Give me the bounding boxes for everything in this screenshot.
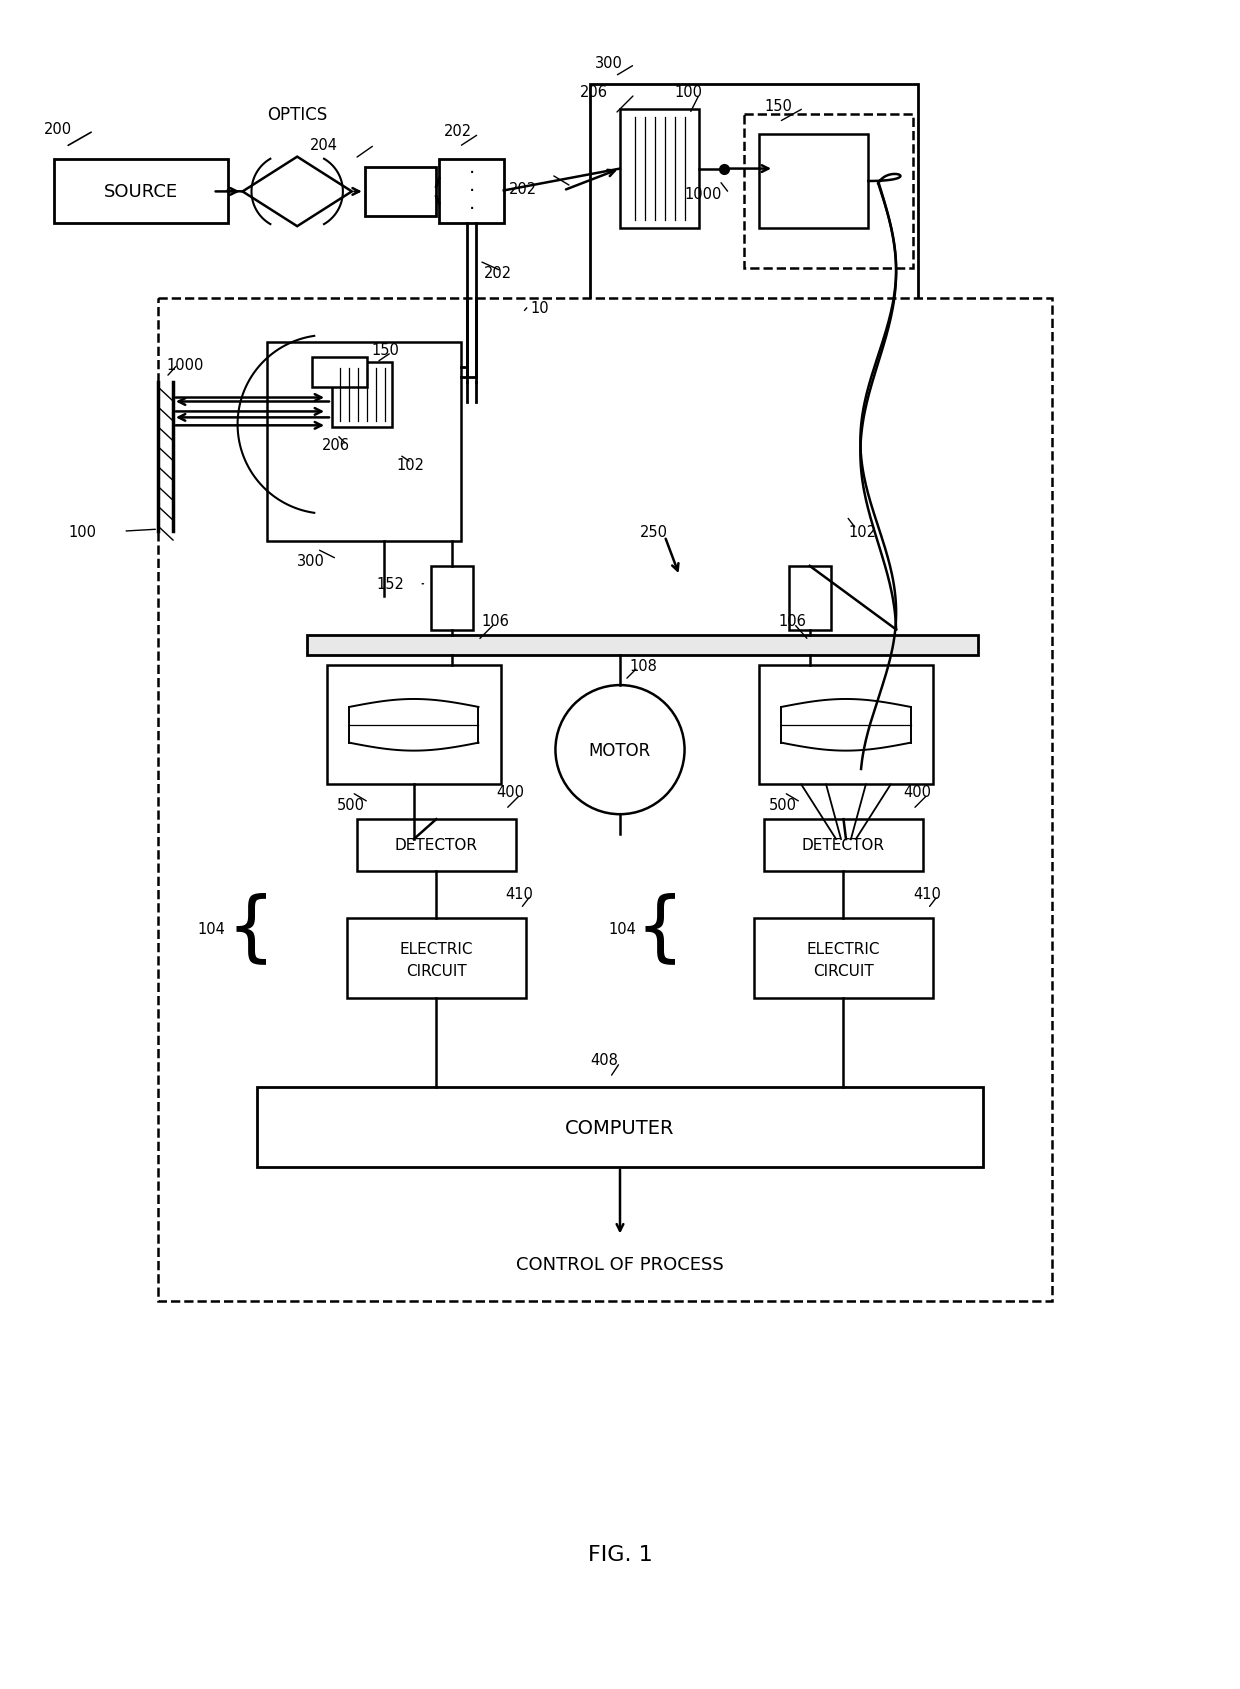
Text: 1000: 1000 <box>166 358 203 373</box>
Bar <box>53 159 228 225</box>
Text: DETECTOR: DETECTOR <box>802 838 885 853</box>
Text: COMPUTER: COMPUTER <box>565 1118 675 1137</box>
Text: ·: · <box>469 182 475 201</box>
Text: 150: 150 <box>372 343 399 358</box>
Bar <box>332 363 392 427</box>
Text: 300: 300 <box>298 554 325 569</box>
Bar <box>365 167 436 218</box>
Text: 500: 500 <box>769 797 797 812</box>
Text: CIRCUIT: CIRCUIT <box>813 963 874 978</box>
Text: 206: 206 <box>322 437 350 453</box>
Text: {: { <box>226 892 275 966</box>
Text: 202: 202 <box>484 267 512 280</box>
Text: ·: · <box>469 164 475 182</box>
Bar <box>432 566 472 632</box>
Text: 400: 400 <box>903 784 931 799</box>
Text: FIG. 1: FIG. 1 <box>588 1544 652 1564</box>
Text: 150: 150 <box>764 100 792 115</box>
Text: 300: 300 <box>595 56 622 71</box>
Text: 408: 408 <box>590 1052 618 1067</box>
Text: 104: 104 <box>198 922 226 936</box>
Text: ·: · <box>469 199 475 218</box>
Text: 10: 10 <box>531 301 549 316</box>
Text: 250: 250 <box>640 524 668 539</box>
Bar <box>268 343 461 542</box>
Text: 202: 202 <box>508 182 537 198</box>
Text: 100: 100 <box>68 524 97 539</box>
Bar <box>159 299 1052 1301</box>
Text: 200: 200 <box>43 122 72 137</box>
Bar <box>759 135 868 230</box>
Text: MOTOR: MOTOR <box>589 741 651 758</box>
Bar <box>620 110 699 230</box>
Bar <box>357 819 516 872</box>
Text: 1000: 1000 <box>684 187 722 201</box>
Bar <box>439 159 503 225</box>
Bar <box>764 819 923 872</box>
Bar <box>312 358 367 388</box>
Text: 202: 202 <box>444 125 472 138</box>
Text: 204: 204 <box>310 138 339 154</box>
Text: 206: 206 <box>580 84 609 100</box>
Bar <box>744 115 913 269</box>
Text: 106: 106 <box>779 613 807 628</box>
Text: 102: 102 <box>397 458 424 473</box>
Text: CONTROL OF PROCESS: CONTROL OF PROCESS <box>516 1255 724 1274</box>
Text: CIRCUIT: CIRCUIT <box>405 963 466 978</box>
Text: SOURCE: SOURCE <box>104 182 177 201</box>
Bar <box>327 665 501 785</box>
Text: 410: 410 <box>506 887 533 902</box>
Text: 104: 104 <box>608 922 636 936</box>
Text: 102: 102 <box>848 524 877 539</box>
Text: 106: 106 <box>481 613 508 628</box>
Text: 100: 100 <box>675 84 703 100</box>
Bar <box>308 637 977 655</box>
Text: 108: 108 <box>630 659 657 674</box>
Text: 400: 400 <box>496 784 523 799</box>
Text: ELECTRIC: ELECTRIC <box>399 941 472 956</box>
Bar <box>789 566 831 632</box>
Bar <box>590 84 918 314</box>
Bar <box>754 919 932 998</box>
Bar <box>347 919 526 998</box>
Text: {: { <box>635 892 684 966</box>
Text: 152: 152 <box>377 578 404 591</box>
Text: 500: 500 <box>337 797 365 812</box>
Bar <box>258 1088 982 1167</box>
Text: DETECTOR: DETECTOR <box>394 838 477 853</box>
Text: OPTICS: OPTICS <box>267 106 327 123</box>
Bar <box>759 665 932 785</box>
Text: 410: 410 <box>913 887 941 902</box>
Text: ELECTRIC: ELECTRIC <box>807 941 880 956</box>
